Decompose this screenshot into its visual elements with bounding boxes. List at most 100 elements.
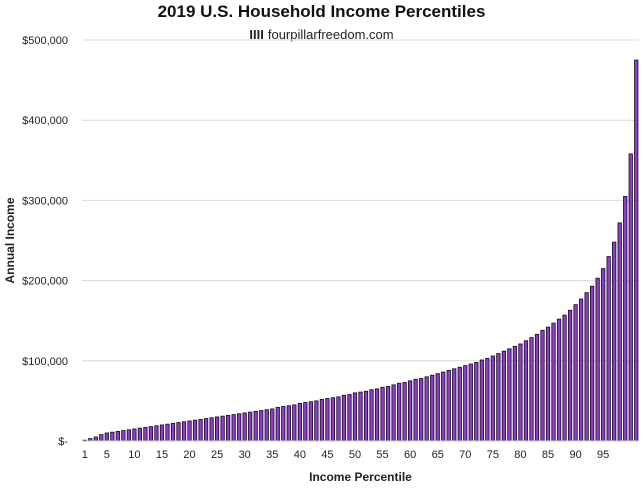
bar-percentile-41	[303, 402, 308, 442]
bar-percentile-30	[242, 412, 247, 442]
bar-percentile-99	[623, 195, 628, 442]
x-tick-label: 15	[156, 449, 168, 461]
bar-percentile-19	[181, 421, 187, 442]
bar-percentile-49	[347, 394, 352, 442]
bar-percentile-71	[468, 363, 473, 442]
bar-percentile-63	[424, 376, 429, 442]
bar-percentile-42	[308, 401, 313, 442]
bar-percentile-57	[391, 384, 396, 442]
brand-logo-icon: IIII	[249, 27, 264, 42]
bar-percentile-95	[601, 268, 606, 442]
y-tick-label: $200,000	[22, 276, 68, 288]
bar-percentile-55	[380, 386, 385, 442]
bar-percentile-53	[369, 389, 374, 442]
watermark-site: fourpillarfreedom.com	[267, 27, 394, 42]
bar-percentile-81	[523, 340, 529, 442]
bar-percentile-65	[435, 373, 440, 442]
bar-percentile-61	[413, 378, 418, 442]
bar-percentile-12	[143, 426, 148, 442]
x-tick-label: 10	[128, 449, 140, 461]
bar-percentile-62	[419, 378, 424, 442]
x-tick-label: 40	[294, 449, 306, 461]
bar-percentile-27	[226, 414, 231, 442]
bar-percentile-14	[154, 425, 159, 442]
bar-percentile-88	[562, 314, 567, 442]
bar-percentile-73	[479, 359, 484, 442]
bar-percentile-96	[606, 256, 611, 442]
bar-percentile-undefined	[628, 153, 633, 442]
bar-percentile-87	[556, 318, 562, 442]
watermark: IIII fourpillarfreedom.com	[0, 27, 643, 42]
bar-percentile-33	[259, 410, 264, 442]
x-tick-label: 20	[183, 449, 195, 461]
bar-percentile-86	[551, 322, 556, 442]
bar-percentile-46	[330, 397, 336, 442]
y-tick-label: $100,000	[22, 356, 68, 368]
bar-percentile-29	[237, 413, 242, 442]
bar-percentile-7	[115, 430, 120, 442]
chart-title: 2019 U.S. Household Income Percentiles	[157, 2, 486, 21]
bar-percentile-38	[286, 405, 291, 442]
x-tick-label: 5	[104, 449, 110, 461]
bar-percentile-8	[121, 430, 126, 442]
bar-percentile-79	[512, 345, 518, 442]
x-tick-label: 90	[569, 449, 581, 461]
bar-percentile-93	[590, 285, 595, 442]
bar-percentile-83	[534, 333, 540, 442]
y-tick-label: $-	[58, 436, 68, 448]
bar-percentile-66	[441, 371, 446, 442]
bar-percentile-6	[110, 431, 115, 442]
bar-percentile-98	[617, 222, 622, 442]
bar-percentile-23	[203, 418, 209, 442]
bar-percentile-94	[595, 277, 600, 442]
y-tick-label: $400,000	[22, 115, 68, 127]
bar-percentile-40	[297, 402, 302, 442]
bar-percentile-52	[363, 390, 369, 442]
bar-percentile-35	[270, 408, 275, 442]
bar-percentile-50	[352, 392, 358, 442]
bar-percentile-36	[275, 406, 280, 442]
bar-percentile-56	[385, 386, 391, 442]
bar-percentile-68	[452, 368, 457, 442]
bar-percentile-80	[518, 343, 523, 442]
x-tick-label: 80	[514, 449, 526, 461]
bar-percentile-97	[612, 241, 617, 442]
y-tick-label: $500,000	[22, 35, 68, 47]
y-axis-label: Annual Income	[3, 197, 17, 283]
bar-percentile-82	[529, 337, 534, 442]
bar-percentile-74	[485, 357, 490, 442]
bar-percentile-75	[490, 355, 495, 442]
bar-percentile-39	[292, 404, 297, 442]
bar-percentile-10	[132, 428, 137, 442]
bar-percentile-4	[99, 434, 104, 442]
bar-percentile-31	[248, 411, 253, 442]
bar-percentile-34	[264, 409, 269, 442]
bar-percentile-70	[463, 365, 468, 442]
x-tick-label: 60	[404, 449, 416, 461]
bar-percentile-37	[281, 406, 286, 442]
bar-percentile-45	[325, 398, 330, 442]
bar-percentile-16	[165, 423, 170, 442]
bar-percentile-69	[457, 366, 462, 442]
y-tick-label: $300,000	[22, 195, 68, 207]
x-axis-label: Income Percentile	[309, 470, 412, 484]
bar-percentile-5	[104, 432, 109, 442]
bar-percentile-9	[126, 429, 131, 442]
bar-percentile-91	[578, 298, 584, 442]
x-tick-label: 70	[459, 449, 471, 461]
x-tick-label: 45	[321, 449, 333, 461]
bar-percentile-76	[496, 353, 501, 442]
bar-percentile-60	[408, 380, 413, 442]
bar-percentile-90	[573, 304, 578, 442]
x-tick-label: 55	[376, 449, 388, 461]
x-tick-label: 50	[349, 449, 361, 461]
bar-percentile-58	[396, 382, 402, 442]
bar-percentile-72	[474, 361, 479, 442]
bar-percentile-3	[93, 436, 98, 442]
bar-percentile-84	[540, 329, 545, 442]
bar-percentile-89	[567, 309, 573, 442]
bar-percentile-22	[198, 418, 203, 442]
x-tick-label: 35	[266, 449, 278, 461]
bar-percentile-51	[358, 391, 363, 442]
